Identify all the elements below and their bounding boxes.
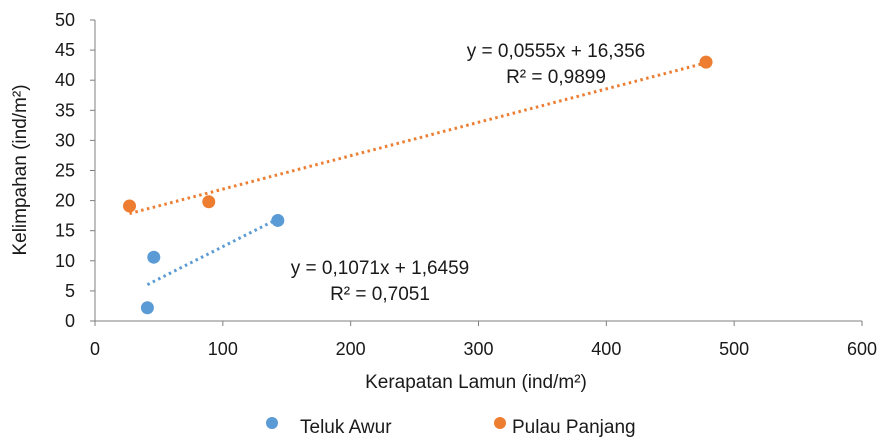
y-tick-label: 25 [55, 161, 75, 181]
y-tick-label: 20 [55, 191, 75, 211]
y-axis-title: Kelimpahan (ind/m²) [10, 84, 31, 255]
data-point-pulau-panjang [123, 199, 137, 213]
trendline-pulau-panjang [129, 61, 707, 215]
y-tick-label: 15 [55, 221, 75, 241]
trendline-r-squared: R² = 0,9899 [506, 67, 606, 88]
y-tick-label: 40 [55, 70, 75, 90]
trendline-equations: y = 0,1071x + 1,6459 R² = 0,7051 y = 0,055… [291, 41, 646, 305]
data-point-teluk-awur [140, 301, 154, 315]
x-tick-label: 200 [336, 339, 366, 359]
x-tick-label: 100 [208, 339, 238, 359]
legend-marker [494, 417, 506, 429]
x-axis-title: Kerapatan Lamun (ind/m²) [365, 372, 587, 393]
y-tick-label: 45 [55, 40, 75, 60]
data-point-pulau-panjang [699, 55, 713, 69]
y-tick-label: 50 [55, 10, 75, 30]
trendline-equation: y = 0,0555x + 16,356 [467, 41, 646, 62]
x-tick-label: 300 [463, 339, 493, 359]
trendline-r-squared: R² = 0,7051 [330, 284, 430, 305]
y-tick-label: 35 [55, 100, 75, 120]
trendline-equation: y = 0,1071x + 1,6459 [291, 258, 470, 279]
y-tick-label: 5 [65, 281, 75, 301]
y-tick-label: 30 [55, 130, 75, 150]
y-tick-label: 10 [55, 251, 75, 271]
data-point-teluk-awur [147, 250, 161, 264]
y-axis: 0 5 10 15 20 25 30 35 40 45 50 [55, 10, 96, 331]
legend-label: Teluk Awur [300, 417, 392, 438]
x-tick-label: 500 [719, 339, 749, 359]
data-point-teluk-awur [271, 213, 285, 227]
legend-label: Pulau Panjang [512, 417, 636, 438]
x-tick-label: 600 [847, 339, 877, 359]
legend-marker [266, 417, 278, 429]
y-tick-label: 0 [65, 311, 75, 331]
x-axis: 0 100 200 300 400 500 600 [90, 320, 877, 359]
x-tick-label: 400 [591, 339, 621, 359]
data-points [123, 55, 713, 315]
trendlines [129, 61, 707, 286]
trendline-teluk-awur [146, 217, 279, 286]
x-tick-label: 0 [90, 339, 100, 359]
data-point-pulau-panjang [202, 195, 216, 209]
legend: Teluk Awur Pulau Panjang [266, 417, 636, 438]
